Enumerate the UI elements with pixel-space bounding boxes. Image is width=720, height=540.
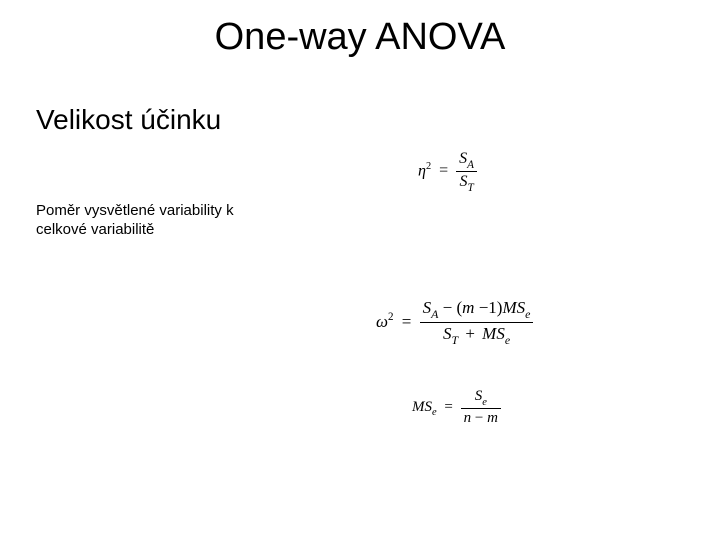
sub-A: A: [467, 159, 474, 171]
sub-e: e: [482, 397, 487, 408]
equals-sign: =: [435, 162, 452, 179]
minus-sign: −: [443, 298, 453, 317]
slide-subtitle: Velikost účinku: [36, 104, 221, 136]
mse-numerator: Se: [461, 388, 501, 409]
omega-numerator: SA − (m −1)MSe: [420, 298, 534, 323]
sym-MS: MS: [482, 324, 505, 343]
mse-lhs: MS: [412, 399, 432, 415]
formula-eta-squared: η2 = SA ST: [418, 150, 477, 193]
equals-sign: =: [398, 312, 416, 331]
eta-exponent: 2: [426, 161, 431, 172]
mse-fraction: Se n − m: [461, 388, 501, 427]
slide-title: One-way ANOVA: [0, 16, 720, 59]
eta-numerator: SA: [456, 150, 477, 172]
sym-m: m: [487, 410, 498, 426]
omega-exponent: 2: [388, 311, 394, 323]
plus-sign: +: [462, 324, 478, 343]
sym-m: m: [462, 298, 474, 317]
sub-T: T: [451, 333, 458, 347]
mse-lhs-sub: e: [432, 407, 437, 418]
equals-sign: =: [440, 399, 456, 415]
eta-denominator: ST: [456, 172, 477, 193]
omega-symbol: ω: [376, 312, 388, 331]
minus-sign2: −: [479, 298, 489, 317]
sub-e: e: [505, 333, 510, 347]
formula-mse: MSe = Se n − m: [412, 388, 501, 427]
formula-omega-squared: ω2 = SA − (m −1)MSe ST + MSe: [376, 298, 533, 348]
mse-denominator: n − m: [461, 409, 501, 427]
eta-fraction: SA ST: [456, 150, 477, 193]
sym-MS: MS: [502, 298, 525, 317]
body-line-1: Poměr vysvětlené variability k: [36, 202, 234, 219]
minus-sign: −: [475, 410, 483, 426]
sub-e: e: [525, 307, 530, 321]
body-line-2: celkové variabilitě: [36, 221, 154, 238]
sym-n: n: [464, 410, 472, 426]
omega-denominator: ST + MSe: [420, 323, 534, 347]
body-text: Poměr vysvětlené variability k celkové v…: [36, 202, 234, 240]
num-one: 1: [488, 298, 497, 317]
sym-S: S: [423, 298, 432, 317]
sym-S: S: [459, 150, 467, 167]
sub-T: T: [467, 182, 473, 194]
slide: { "title": { "text": "One-way ANOVA", "f…: [0, 0, 720, 540]
omega-fraction: SA − (m −1)MSe ST + MSe: [420, 298, 534, 348]
sub-A: A: [431, 307, 438, 321]
eta-symbol: η: [418, 162, 426, 179]
